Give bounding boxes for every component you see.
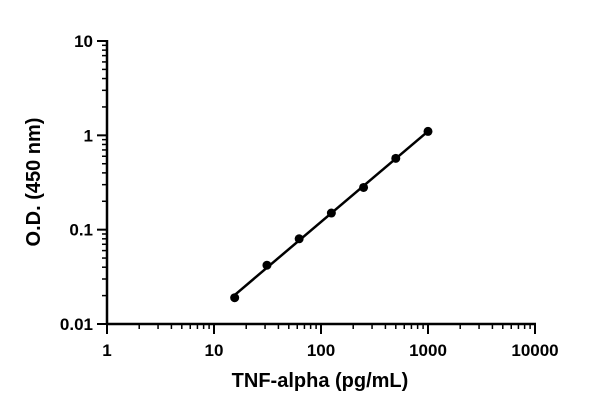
data-point — [294, 234, 304, 244]
data-point — [359, 182, 369, 192]
y-axis-title: O.D. (450 nm) — [23, 118, 45, 247]
x-tick-label: 1000 — [409, 341, 447, 360]
x-tick-label: 10000 — [511, 341, 558, 360]
data-point — [230, 293, 240, 303]
x-tick-label: 100 — [307, 341, 335, 360]
y-tick-label: 0.01 — [60, 315, 93, 334]
data-point — [423, 126, 433, 136]
axes: 1 10 100 1000 10000 0.01 0.1 1 10 — [60, 32, 559, 360]
y-tick-label: 1 — [84, 126, 93, 145]
x-tick-label: 1 — [102, 341, 111, 360]
x-tick-label: 10 — [205, 341, 224, 360]
y-tick-label: 10 — [74, 32, 93, 51]
y-tick-label: 0.1 — [69, 221, 93, 240]
data-point — [262, 260, 272, 270]
plot-area — [230, 126, 433, 303]
data-point — [326, 208, 336, 218]
x-axis-title: TNF-alpha (pg/mL) — [232, 370, 409, 392]
data-point — [391, 153, 401, 163]
